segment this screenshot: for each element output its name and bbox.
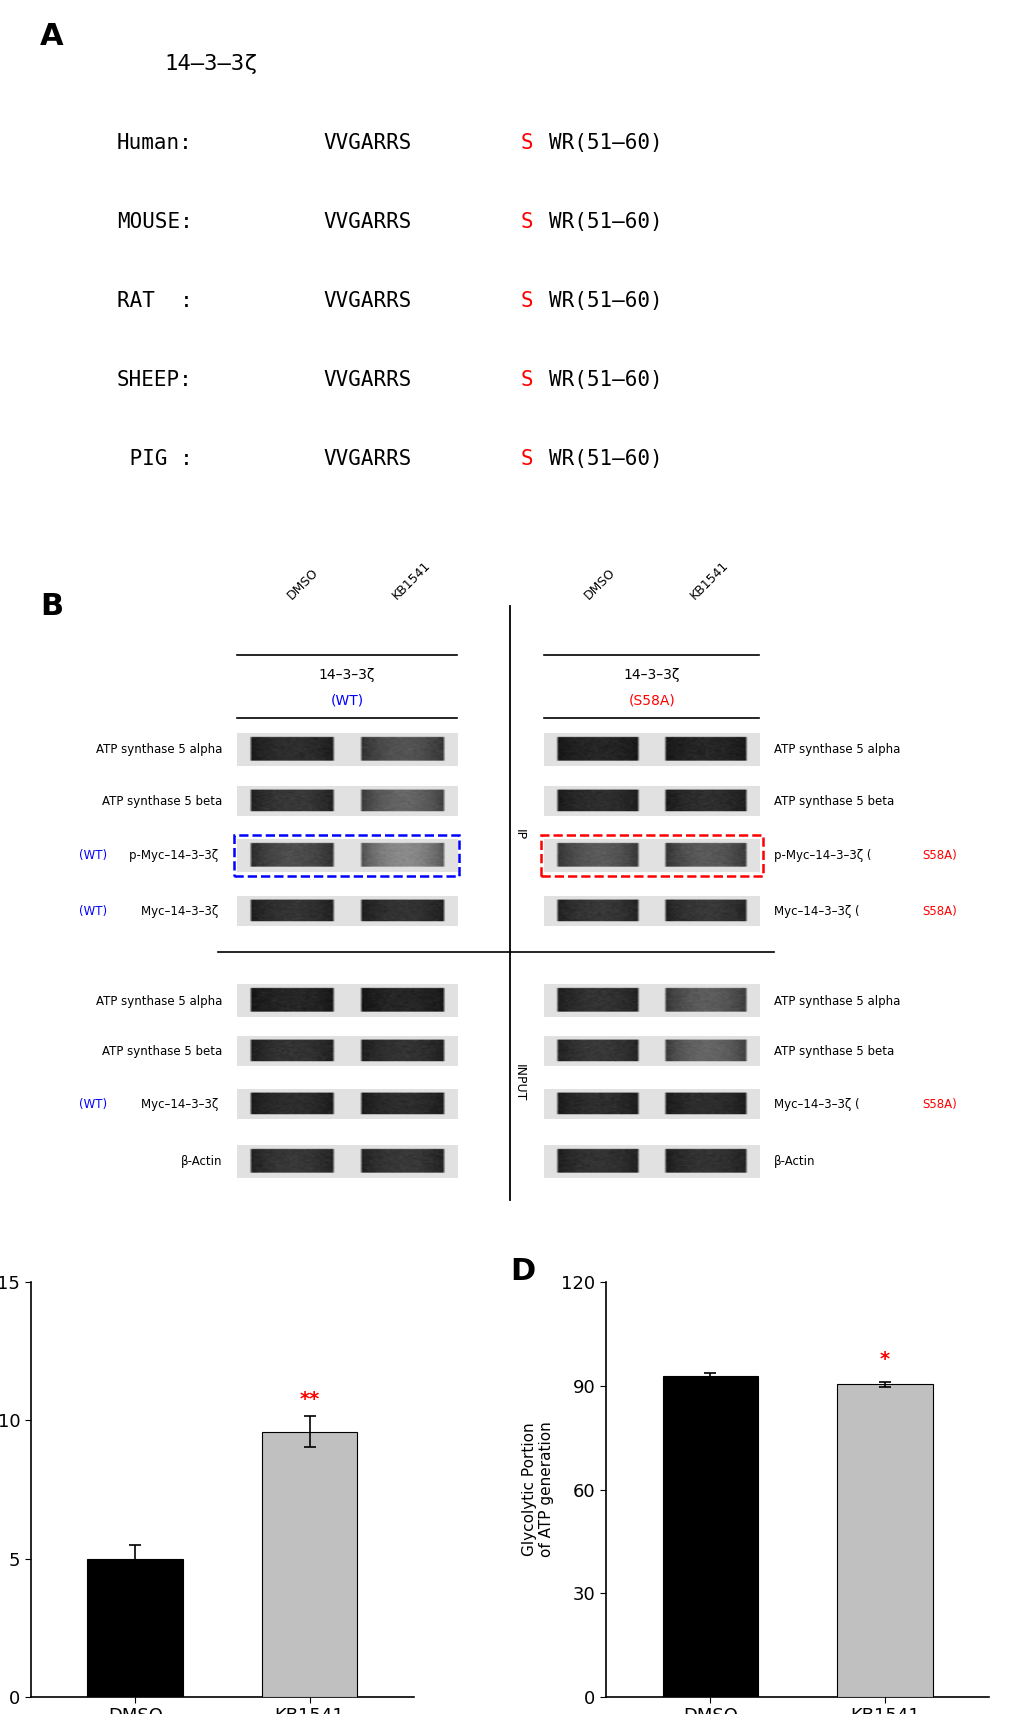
- Text: IP: IP: [513, 830, 526, 840]
- Text: Myc–14–3–3ζ (: Myc–14–3–3ζ (: [773, 1099, 858, 1111]
- Text: ATP synthase 5 alpha: ATP synthase 5 alpha: [96, 742, 222, 756]
- Text: *: *: [878, 1349, 889, 1368]
- Text: WR(51–60): WR(51–60): [549, 213, 662, 233]
- Text: S58A): S58A): [921, 850, 956, 862]
- Text: D: D: [510, 1258, 535, 1287]
- Text: ATP synthase 5 beta: ATP synthase 5 beta: [773, 795, 893, 809]
- Text: KB1541: KB1541: [390, 559, 433, 602]
- Text: (S58A): (S58A): [628, 694, 675, 708]
- Text: ATP synthase 5 beta: ATP synthase 5 beta: [102, 795, 222, 809]
- Bar: [836, 1385, 931, 1697]
- Text: B: B: [40, 593, 63, 622]
- Text: S: S: [521, 291, 533, 312]
- Text: MOUSE:: MOUSE:: [117, 213, 193, 233]
- Text: WR(51–60): WR(51–60): [549, 291, 662, 312]
- Text: (WT): (WT): [78, 850, 107, 862]
- Text: p-Myc–14–3–3ζ: p-Myc–14–3–3ζ: [129, 850, 222, 862]
- Text: WR(51–60): WR(51–60): [549, 449, 662, 470]
- Text: 14–3–3ζ: 14–3–3ζ: [623, 668, 680, 682]
- Text: S: S: [521, 449, 533, 470]
- Text: S: S: [521, 134, 533, 154]
- Text: A: A: [40, 22, 64, 51]
- Text: KB1541: KB1541: [687, 559, 730, 602]
- Bar: [662, 1376, 758, 1697]
- Text: β-Actin: β-Actin: [773, 1155, 814, 1167]
- Text: INPUT: INPUT: [513, 1064, 526, 1102]
- Text: VVGARRS: VVGARRS: [323, 449, 411, 470]
- Text: Myc–14–3–3ζ: Myc–14–3–3ζ: [142, 905, 222, 919]
- Text: S: S: [521, 213, 533, 233]
- Text: ATP synthase 5 alpha: ATP synthase 5 alpha: [773, 742, 899, 756]
- Text: WR(51–60): WR(51–60): [549, 134, 662, 154]
- Text: DMSO: DMSO: [581, 566, 618, 602]
- Text: VVGARRS: VVGARRS: [323, 213, 411, 233]
- Bar: [261, 1431, 357, 1697]
- Text: **: **: [300, 1390, 319, 1409]
- Text: SHEEP:: SHEEP:: [117, 370, 193, 391]
- Y-axis label: Glycolytic Portion
of ATP generation: Glycolytic Portion of ATP generation: [522, 1421, 554, 1558]
- Text: ATP synthase 5 alpha: ATP synthase 5 alpha: [96, 994, 222, 1008]
- Text: VVGARRS: VVGARRS: [323, 291, 411, 312]
- Text: PIG :: PIG :: [117, 449, 193, 470]
- Text: ATP synthase 5 beta: ATP synthase 5 beta: [102, 1046, 222, 1058]
- Text: Myc–14–3–3ζ: Myc–14–3–3ζ: [142, 1099, 222, 1111]
- Bar: [540, 835, 762, 876]
- Text: (WT): (WT): [78, 905, 107, 919]
- Text: (WT): (WT): [78, 1099, 107, 1111]
- Text: WR(51–60): WR(51–60): [549, 370, 662, 391]
- Text: β-Actin: β-Actin: [180, 1155, 222, 1167]
- Text: DMSO: DMSO: [284, 566, 321, 602]
- Text: p-Myc–14–3–3ζ (: p-Myc–14–3–3ζ (: [773, 850, 870, 862]
- Text: ATP synthase 5 alpha: ATP synthase 5 alpha: [773, 994, 899, 1008]
- Text: Myc–14–3–3ζ (: Myc–14–3–3ζ (: [773, 905, 858, 919]
- Text: 14–3–3ζ: 14–3–3ζ: [319, 668, 375, 682]
- Text: VVGARRS: VVGARRS: [323, 134, 411, 154]
- Text: S58A): S58A): [921, 1099, 956, 1111]
- Text: (WT): (WT): [330, 694, 363, 708]
- Bar: [88, 1558, 183, 1697]
- Text: 14–3–3ζ: 14–3–3ζ: [165, 53, 258, 74]
- Text: Human:: Human:: [117, 134, 193, 154]
- Text: RAT  :: RAT :: [117, 291, 193, 312]
- Text: S: S: [521, 370, 533, 391]
- Text: VVGARRS: VVGARRS: [323, 370, 411, 391]
- Text: S58A): S58A): [921, 905, 956, 919]
- Text: ATP synthase 5 beta: ATP synthase 5 beta: [773, 1046, 893, 1058]
- Bar: [233, 835, 459, 876]
